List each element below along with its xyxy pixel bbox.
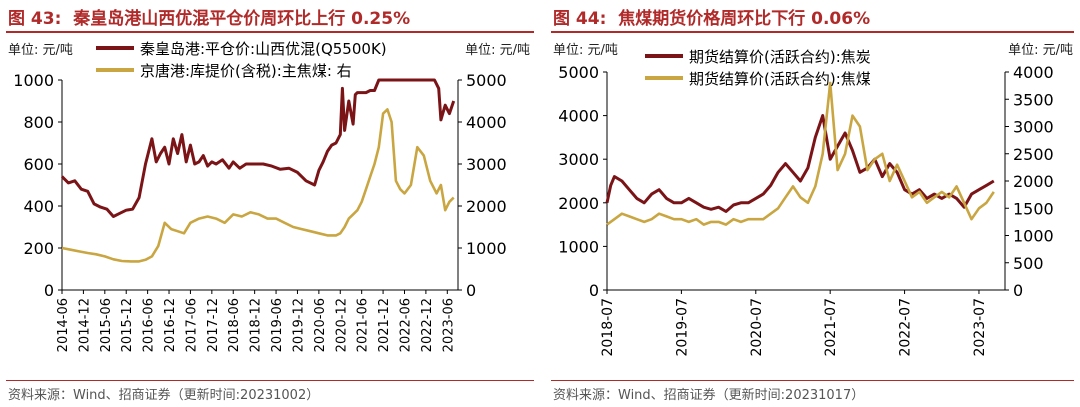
series-line-2 (61, 108, 455, 263)
left-tick-label: 0 (589, 281, 599, 300)
right-tick-label: 2500 (1013, 145, 1054, 164)
right-tick-label: 0 (1013, 281, 1023, 300)
x-tick-label: 2018-07 (600, 298, 616, 357)
x-tick-label: 2014-12 (77, 298, 92, 352)
series-line-1 (605, 114, 995, 213)
x-tick-label: 2021-12 (377, 298, 392, 352)
right-tick-label: 3000 (466, 155, 507, 174)
chart-panel-44: 图 44: 焦煤期货价格周环比下行 0.06% 单位: 元/吨 单位: 元/吨 0 1… (545, 0, 1080, 407)
x-tick-label: 2016-06 (142, 298, 157, 352)
left-tick-label: 5000 (558, 63, 599, 82)
left-tick-label: 3000 (558, 150, 599, 169)
x-tick-label: 2018-06 (227, 298, 242, 352)
chart-title: 图 43: 秦皇岛港山西优混平仓价周环比上行 0.25% (8, 9, 411, 29)
title-divider (551, 31, 1074, 33)
right-tick-label: 0 (466, 281, 476, 300)
x-tick-label: 2017-12 (206, 298, 221, 352)
right-tick-label: 500 (1013, 254, 1044, 273)
right-tick-label: 3000 (1013, 118, 1054, 137)
left-tick-label: 2000 (558, 194, 599, 213)
x-tick-label: 2016-12 (163, 298, 178, 352)
legend-label-2: 京唐港:库提价(含税):主焦煤: 右 (140, 62, 352, 80)
left-tick-label: 800 (23, 113, 54, 132)
series-line-2 (606, 81, 995, 226)
right-tick-label: 1500 (1013, 199, 1054, 218)
chart-panel-43: 图 43: 秦皇岛港山西优混平仓价周环比上行 0.25% 单位: 元/吨 单位: … (6, 9, 534, 403)
source-divider (551, 380, 1074, 381)
x-tick-label: 2023-06 (441, 298, 456, 352)
right-tick-label: 2000 (466, 197, 507, 216)
legend-label-2: 期货结算价(活跃合约):焦煤 (689, 70, 871, 88)
chart-44: 单位: 元/吨 单位: 元/吨 0 1000 2000 3000 4000 5000 0 500 1… (553, 43, 1073, 357)
left-axis-unit: 单位: 元/吨 (8, 43, 73, 58)
left-tick-label: 0 (44, 281, 54, 300)
x-tick-label: 2022-12 (420, 298, 435, 352)
legend-label-1: 秦皇岛港:平仓价:山西优混(Q5500K) (140, 40, 387, 58)
right-tick-label: 5000 (466, 71, 507, 90)
right-tick-label: 3500 (1013, 90, 1054, 109)
chart-43: 单位: 元/吨 单位: 元/吨 0 200 400 600 800 1000 0 1000 2000… (8, 40, 530, 352)
x-tick-label: 2018-12 (249, 298, 264, 352)
x-tick-label: 2015-12 (120, 298, 135, 352)
left-axis-unit: 单位: 元/吨 (553, 43, 618, 58)
left-tick-label: 1000 (13, 71, 54, 90)
left-tick-label: 600 (23, 155, 54, 174)
left-tick-label: 1000 (558, 237, 599, 256)
left-tick-label: 200 (23, 239, 54, 258)
right-axis-unit: 单位: 元/吨 (1008, 43, 1073, 58)
left-tick-label: 400 (23, 197, 54, 216)
source-note: 资料来源：Wind、招商证券（更新时间:20231017） (553, 388, 865, 403)
chart-title: 图 44: 焦煤期货价格周环比下行 0.06% (553, 9, 871, 29)
x-tick-label: 2020-07 (749, 298, 765, 357)
source-note: 资料来源：Wind、招商证券（更新时间:20231002） (8, 388, 320, 403)
x-tick-label: 2023-07 (972, 298, 988, 357)
x-tick-label: 2014-06 (56, 298, 71, 352)
left-tick-label: 4000 (558, 107, 599, 126)
x-tick-label: 2019-07 (674, 298, 690, 357)
x-tick-label: 2021-06 (356, 298, 371, 352)
source-divider (6, 380, 534, 381)
series-line-1 (60, 78, 456, 218)
right-tick-label: 4000 (1013, 63, 1054, 82)
x-tick-label: 2021-07 (823, 298, 839, 357)
legend-label-1: 期货结算价(活跃合约):焦炭 (689, 48, 871, 66)
title-divider (6, 31, 534, 33)
x-tick-label: 2022-07 (898, 298, 914, 357)
x-tick-label: 2017-06 (184, 298, 199, 352)
right-axis-unit: 单位: 元/吨 (465, 43, 530, 58)
x-tick-label: 2020-12 (334, 298, 349, 352)
right-tick-label: 2000 (1013, 172, 1054, 191)
x-tick-label: 2015-06 (99, 298, 114, 352)
right-tick-label: 1000 (1013, 227, 1054, 246)
x-tick-label: 2022-06 (398, 298, 413, 352)
x-tick-label: 2019-06 (270, 298, 285, 352)
x-tick-label: 2019-12 (291, 298, 306, 352)
right-tick-label: 4000 (466, 113, 507, 132)
right-tick-label: 1000 (466, 239, 507, 258)
x-tick-label: 2020-06 (313, 298, 328, 352)
